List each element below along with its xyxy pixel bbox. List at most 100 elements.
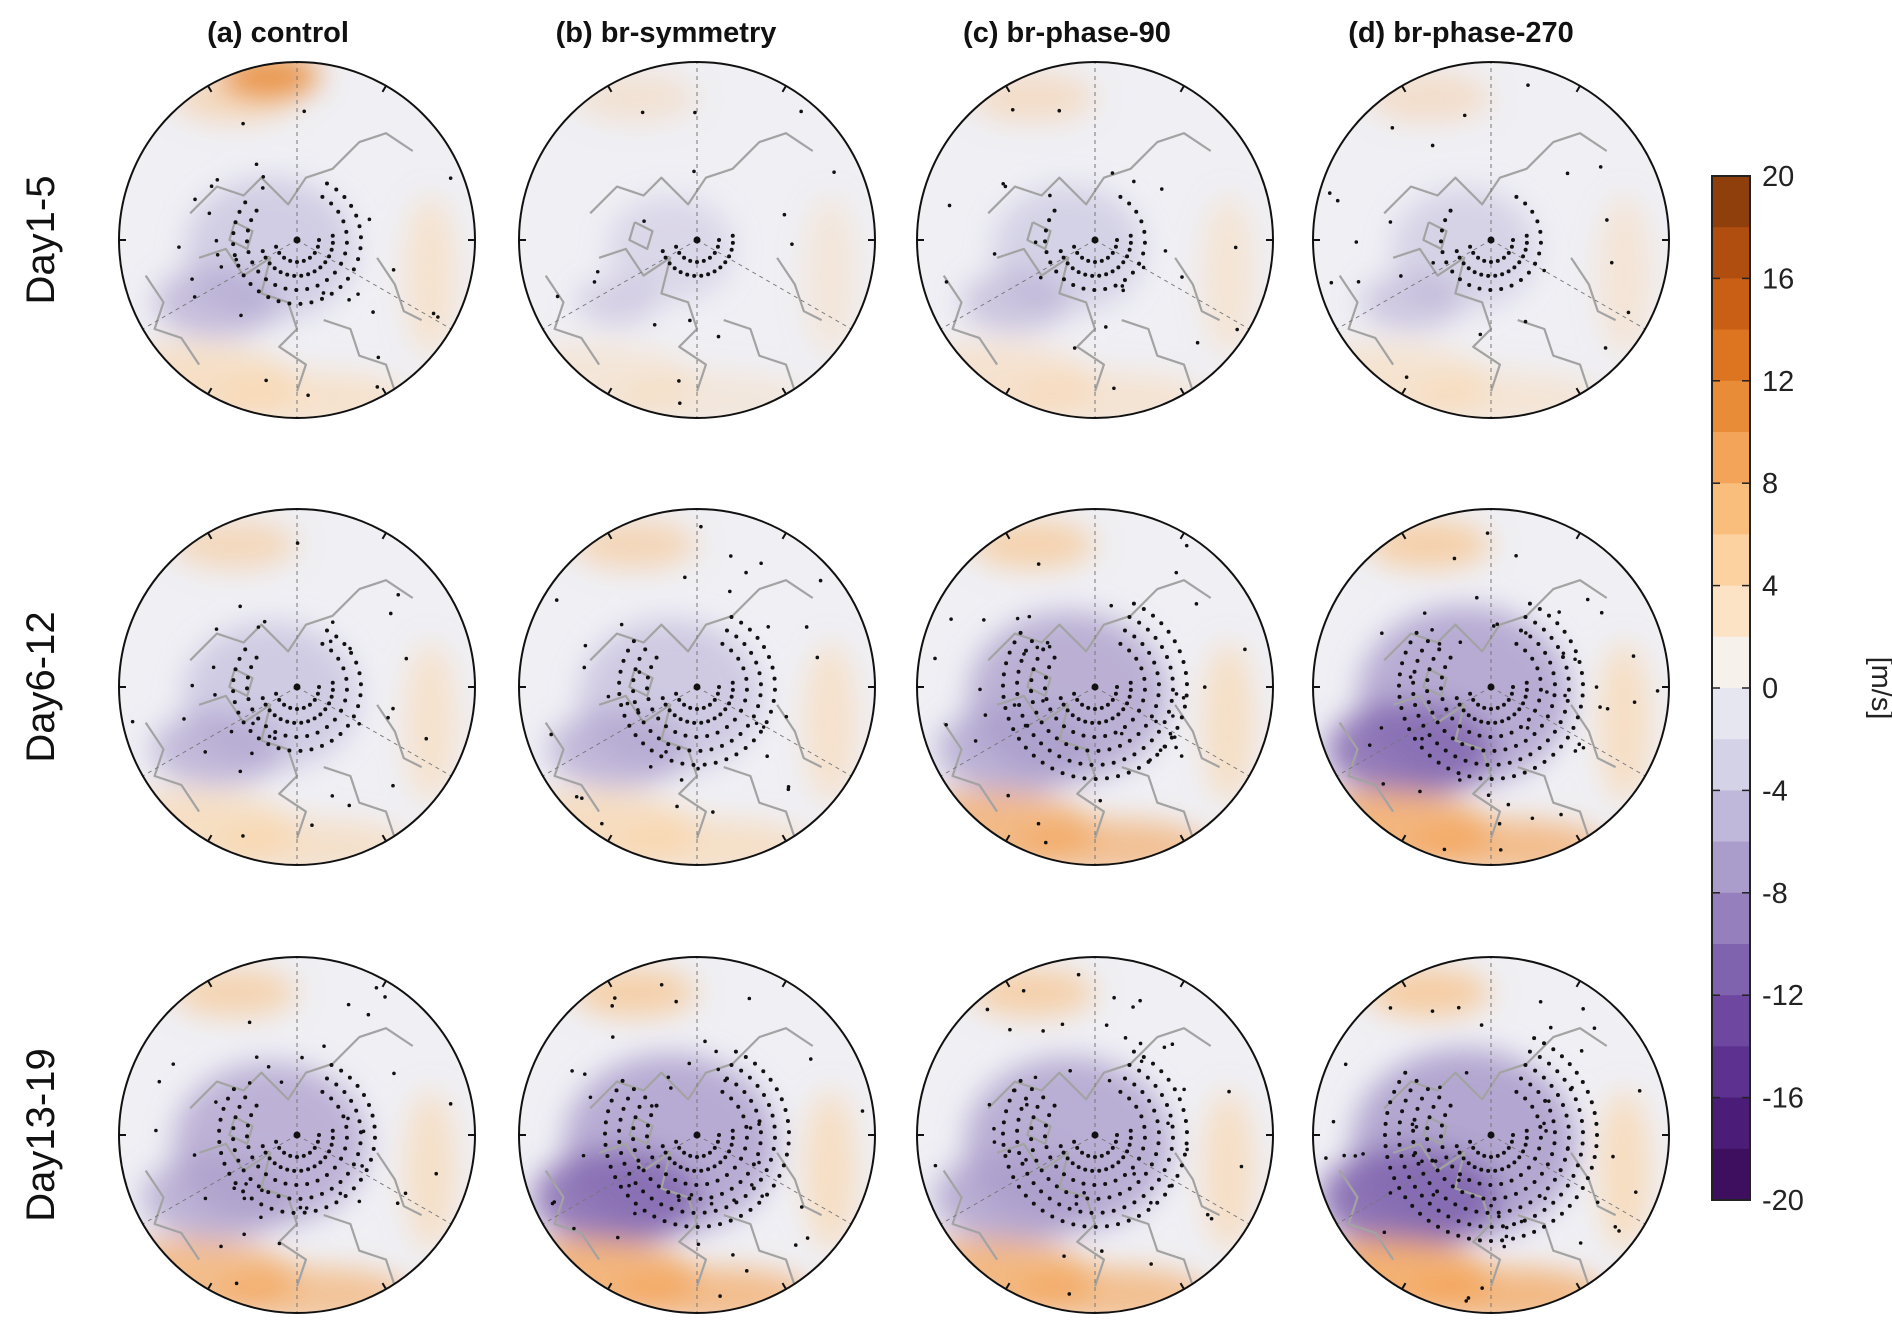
significance-dot — [1403, 1098, 1408, 1103]
significance-dot — [1427, 1181, 1432, 1186]
significance-dot — [1185, 1147, 1189, 1152]
significance-dot — [1503, 747, 1508, 752]
significance-dot — [1113, 283, 1118, 288]
significance-dot — [743, 1146, 748, 1151]
significance-dot — [1083, 272, 1088, 277]
significance-dot — [1177, 1097, 1182, 1102]
significance-dot — [1467, 730, 1472, 735]
significance-dot — [1450, 1184, 1455, 1189]
significance-dot — [772, 1135, 777, 1140]
significance-dot — [1131, 1049, 1136, 1054]
significance-dot — [1541, 627, 1546, 632]
significance-dot — [727, 1149, 732, 1154]
significance-dot — [1156, 682, 1161, 687]
significance-dot — [317, 1133, 321, 1137]
significance-dot — [1466, 1236, 1471, 1241]
significance-dot — [1555, 644, 1560, 649]
coastline — [144, 1169, 201, 1261]
significance-dot — [1117, 743, 1122, 748]
significance-dot — [1155, 1119, 1160, 1124]
significance-dot — [1141, 607, 1146, 612]
colorbar-tick-label: -20 — [1762, 1185, 1804, 1217]
significance-dot — [1552, 1141, 1557, 1146]
significance-dot — [1575, 1163, 1580, 1168]
meridian-line — [1094, 686, 1250, 777]
significance-dot — [1132, 752, 1137, 757]
significance-dot — [344, 240, 349, 245]
significance-dot — [1342, 1153, 1346, 1158]
significance-dot — [1526, 270, 1531, 275]
coastline — [1422, 668, 1448, 697]
significance-dot — [1137, 620, 1142, 625]
significance-dot — [1530, 816, 1535, 821]
significance-dot — [768, 1157, 773, 1162]
significance-stippling — [177, 109, 453, 398]
significance-dot — [1183, 670, 1188, 675]
significance-dot — [1054, 1164, 1059, 1169]
significance-dot — [219, 265, 224, 269]
significance-dot — [608, 1164, 613, 1169]
significance-dot — [276, 1194, 281, 1199]
significance-dot — [1128, 233, 1133, 238]
colorbar-tick-label: -4 — [1762, 775, 1788, 807]
significance-dot — [1548, 1025, 1553, 1030]
significance-dot — [260, 249, 265, 254]
significance-dot — [298, 1196, 303, 1201]
negative-anomaly — [961, 272, 1068, 333]
significance-dot — [310, 823, 314, 828]
significance-dot — [1019, 1106, 1024, 1111]
significance-dot — [1478, 776, 1483, 781]
boundary-tick — [1575, 980, 1581, 988]
significance-dot — [1122, 757, 1127, 762]
significance-dot — [1016, 736, 1021, 741]
significance-dot — [368, 1157, 373, 1162]
significance-dot — [345, 276, 350, 281]
significance-dot — [1609, 260, 1614, 265]
significance-dot — [1034, 710, 1039, 715]
significance-dot — [203, 1196, 208, 1201]
significance-dot — [631, 689, 636, 694]
significance-dot — [1599, 610, 1604, 615]
significance-dot — [1388, 1100, 1393, 1105]
significance-dot — [339, 1068, 344, 1073]
coastline — [1422, 1116, 1448, 1145]
significance-dot — [649, 1196, 654, 1201]
significance-dot — [1397, 1120, 1402, 1125]
significance-dot — [1466, 1296, 1471, 1300]
significance-dot — [1167, 1184, 1172, 1188]
significance-dot — [312, 1145, 317, 1150]
significance-dot — [751, 738, 756, 743]
significance-dot — [1067, 1292, 1072, 1296]
significance-dot — [1043, 675, 1048, 680]
colorbar-tick-label: 16 — [1762, 263, 1794, 295]
significance-dot — [1426, 1148, 1431, 1153]
significance-dot — [1416, 1161, 1421, 1166]
significance-dot — [1468, 691, 1473, 696]
significance-dot — [1115, 238, 1119, 242]
significance-dot — [666, 1190, 671, 1195]
significance-dot — [947, 203, 952, 208]
graticule — [940, 509, 1250, 865]
significance-dot — [752, 1061, 757, 1066]
significance-dot — [756, 704, 761, 709]
significance-dot — [1110, 1164, 1115, 1169]
significance-dot — [309, 300, 314, 305]
significance-dot — [282, 1150, 287, 1155]
boundary-tick — [1575, 1282, 1581, 1290]
significance-dot — [770, 665, 775, 670]
significance-dot — [1488, 1182, 1493, 1187]
significance-dot — [1043, 228, 1048, 233]
significance-dot — [1137, 1068, 1142, 1073]
significance-dot — [677, 1198, 681, 1203]
significance-dot — [1543, 1098, 1548, 1103]
significance-dot — [1558, 1168, 1563, 1173]
significance-dot — [434, 1171, 439, 1176]
significance-dot — [391, 268, 396, 272]
significance-dot — [1495, 622, 1500, 627]
significance-dot — [1499, 286, 1504, 291]
significance-dot — [694, 734, 699, 739]
significance-dot — [757, 1119, 762, 1124]
significance-dot — [707, 255, 712, 260]
significance-dot — [287, 1196, 292, 1201]
significance-dot — [745, 1171, 750, 1176]
